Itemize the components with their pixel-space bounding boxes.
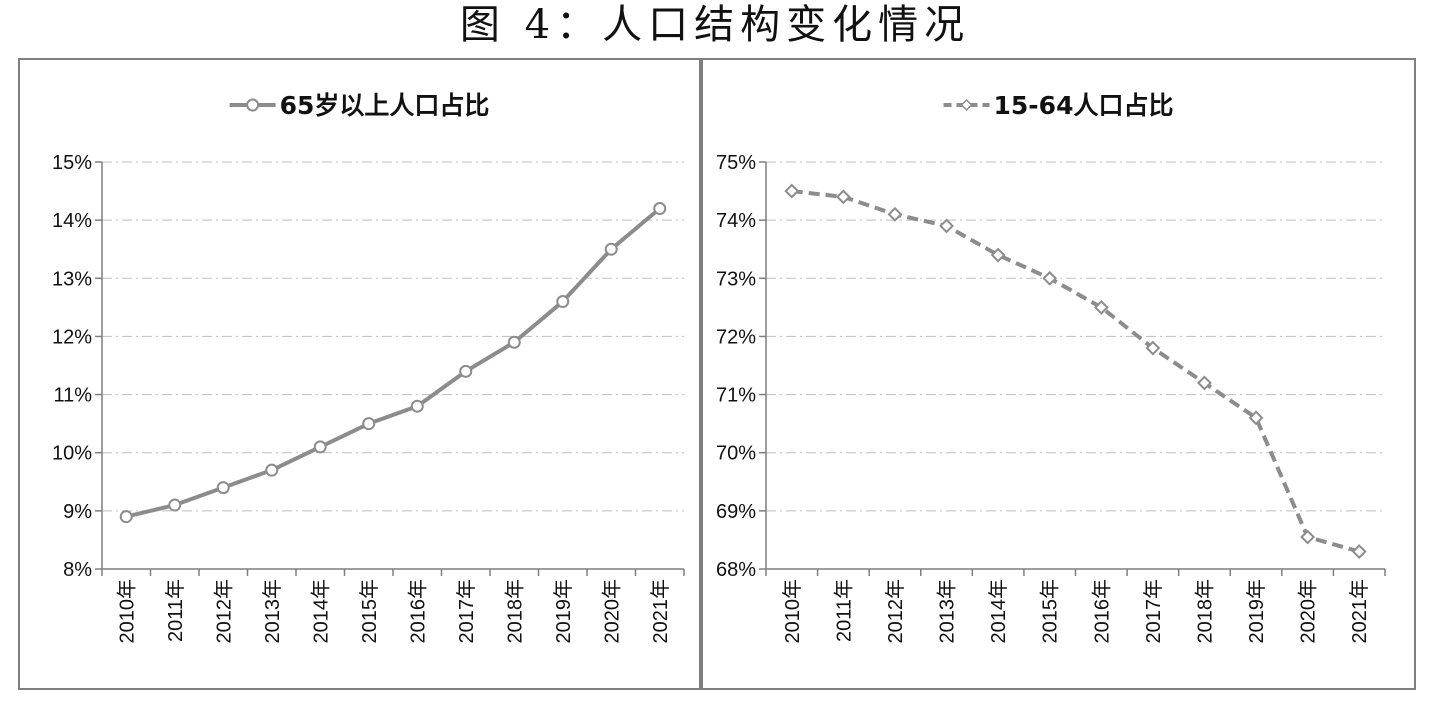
y-tick-label: 68%	[716, 559, 756, 581]
data-point	[939, 218, 954, 234]
y-tick-label: 71%	[716, 385, 756, 407]
data-point	[168, 498, 182, 512]
chart-aged-65-plus: 8% 9% 10% 11% 12% 13% 14% 15% 2010年 2011年 2012年 201…	[52, 91, 685, 644]
legend-label: 65岁以上人口占比	[280, 91, 490, 120]
x-tick-label: 2014年	[309, 579, 332, 644]
chart-panel-aged-65-plus: 8% 9% 10% 11% 12% 13% 14% 15% 2010年 2011年 2012年 201…	[18, 58, 701, 690]
x-tick-label: 2012年	[212, 579, 235, 644]
x-tick-label: 2017年	[455, 579, 478, 644]
data-point	[887, 206, 903, 222]
x-tick-label: 2020年	[1297, 579, 1320, 644]
x-tick-label: 2018年	[503, 579, 526, 644]
data-point	[216, 481, 230, 495]
legend-marker	[960, 98, 973, 112]
x-tick-label: 2019年	[1245, 579, 1268, 644]
y-tick-label: 73%	[716, 268, 756, 290]
y-tick-label: 14%	[52, 210, 92, 232]
data-point	[1300, 529, 1316, 545]
x-tick-label: 2021年	[1348, 579, 1371, 644]
series-line-right	[791, 189, 1360, 554]
data-point	[1197, 375, 1212, 391]
series-line-left	[125, 206, 662, 519]
chart-working-age: 68% 69% 70% 71% 72% 73% 74% 75% 2010年 2011年 2012年 2…	[716, 91, 1386, 644]
y-tick-label: 75%	[716, 152, 756, 174]
y-tick-label: 70%	[716, 443, 756, 465]
x-tick-label: 2017年	[1142, 579, 1165, 644]
data-point	[1351, 544, 1367, 559]
legend-label: 15-64人口占比	[994, 91, 1174, 120]
x-tick-label: 2014年	[987, 579, 1010, 644]
data-point	[1042, 270, 1058, 286]
figure-title: 图 4：人口结构变化情况	[459, 2, 971, 48]
data-point	[604, 242, 618, 256]
legend-marker	[246, 98, 260, 112]
y-tick-label: 15%	[52, 152, 92, 174]
y-tick-label: 13%	[52, 268, 92, 290]
chart-panel-working-age: 68% 69% 70% 71% 72% 73% 74% 75% 2010年 2011年 2012年 2…	[701, 58, 1416, 690]
data-point	[990, 247, 1006, 263]
x-tick-label: 2019年	[552, 579, 575, 644]
data-point	[265, 463, 279, 477]
x-tick-label: 2015年	[358, 579, 381, 644]
y-tick-label: 9%	[63, 501, 92, 523]
data-point	[507, 335, 521, 349]
data-point	[653, 202, 667, 216]
x-tick-label: 2013年	[261, 579, 284, 644]
data-point	[410, 399, 424, 413]
y-tick-label: 11%	[53, 385, 92, 407]
data-point	[1093, 299, 1109, 315]
x-tick-label: 2011年	[832, 579, 855, 642]
data-point	[1145, 340, 1161, 356]
data-point	[1248, 410, 1264, 426]
x-tick-label: 2016年	[1090, 579, 1113, 644]
x-tick-label: 2021年	[649, 579, 672, 644]
y-tick-label: 69%	[716, 501, 756, 523]
x-tick-label: 2011年	[164, 579, 187, 642]
data-point	[459, 364, 473, 378]
x-tick-label: 2010年	[115, 579, 138, 644]
y-tick-label: 74%	[716, 210, 756, 232]
x-tick-label: 2010年	[781, 579, 804, 644]
data-point	[362, 417, 376, 431]
legend-right: 15-64人口占比	[943, 91, 1174, 120]
x-tick-label: 2012年	[884, 579, 907, 644]
x-tick-label: 2013年	[936, 579, 959, 644]
data-point	[119, 510, 133, 524]
y-tick-label: 12%	[52, 326, 92, 348]
y-tick-label: 10%	[52, 443, 92, 465]
data-point	[556, 295, 570, 309]
x-tick-label: 2020年	[600, 579, 623, 644]
x-tick-label: 2016年	[406, 579, 429, 644]
y-tick-label: 8%	[63, 559, 92, 581]
x-tick-label: 2018年	[1193, 579, 1216, 644]
data-point	[313, 440, 327, 454]
data-point	[835, 189, 851, 205]
y-tick-label: 72%	[716, 326, 756, 348]
data-point	[784, 183, 800, 199]
legend-left: 65岁以上人口占比	[229, 91, 490, 120]
x-tick-label: 2015年	[1039, 579, 1062, 644]
